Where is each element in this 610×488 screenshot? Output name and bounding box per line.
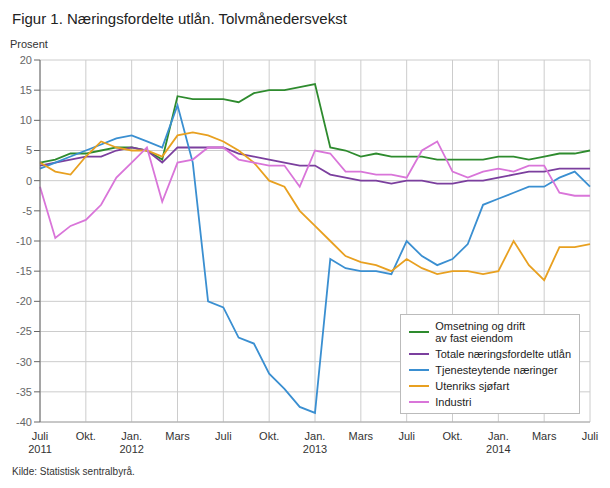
- html-text:Figur 1. Næringsfordelte utlån: Figur 1. Næringsfordelte utlån. Tolvmåne…: [12, 10, 347, 27]
- svg-text:Okt.: Okt.: [442, 430, 462, 442]
- svg-text:-10: -10: [16, 235, 32, 247]
- svg-text:-40: -40: [16, 416, 32, 428]
- svg-text:-5: -5: [22, 205, 32, 217]
- html-text:Prosent: Prosent: [10, 38, 48, 50]
- svg-text:Okt.: Okt.: [76, 430, 96, 442]
- svg-text:20: 20: [20, 54, 32, 66]
- svg-text:5: 5: [26, 144, 32, 156]
- svg-text:Mars: Mars: [532, 430, 557, 442]
- svg-text:-35: -35: [16, 386, 32, 398]
- svg-text:Juli: Juli: [215, 430, 232, 442]
- svg-text:-30: -30: [16, 356, 32, 368]
- svg-text:-20: -20: [16, 295, 32, 307]
- svg-text:0: 0: [26, 175, 32, 187]
- svg-text:-15: -15: [16, 265, 32, 277]
- svg-text:Jan.2012: Jan.2012: [119, 430, 143, 455]
- svg-text:10: 10: [20, 114, 32, 126]
- svg-text:Mars: Mars: [349, 430, 374, 442]
- svg-text:Juli: Juli: [398, 430, 415, 442]
- svg-text:Mars: Mars: [165, 430, 190, 442]
- html-text:Industri: Industri: [435, 396, 472, 408]
- html-text:Kilde: Statistisk sentralbyrå.: Kilde: Statistisk sentralbyrå.: [12, 466, 135, 477]
- svg-text:15: 15: [20, 84, 32, 96]
- svg-text:Okt.: Okt.: [259, 430, 279, 442]
- svg-text:Juli2011: Juli2011: [28, 430, 52, 455]
- svg-text:Jan.2013: Jan.2013: [303, 430, 327, 455]
- html-text:Tjenesteytende næringer: Tjenesteytende næringer: [435, 364, 558, 376]
- svg-text:Jan.2014: Jan.2014: [486, 430, 510, 455]
- svg-text:-25: -25: [16, 325, 32, 337]
- svg-text:Juli: Juli: [582, 430, 599, 442]
- html-text:Totale næringsfordelte utlån: Totale næringsfordelte utlån: [435, 348, 571, 360]
- html-text:Omsetning og drift av fast eie: Omsetning og drift av fast eiendom: [435, 320, 526, 344]
- html-text:Utenriks sjøfart: Utenriks sjøfart: [435, 380, 510, 392]
